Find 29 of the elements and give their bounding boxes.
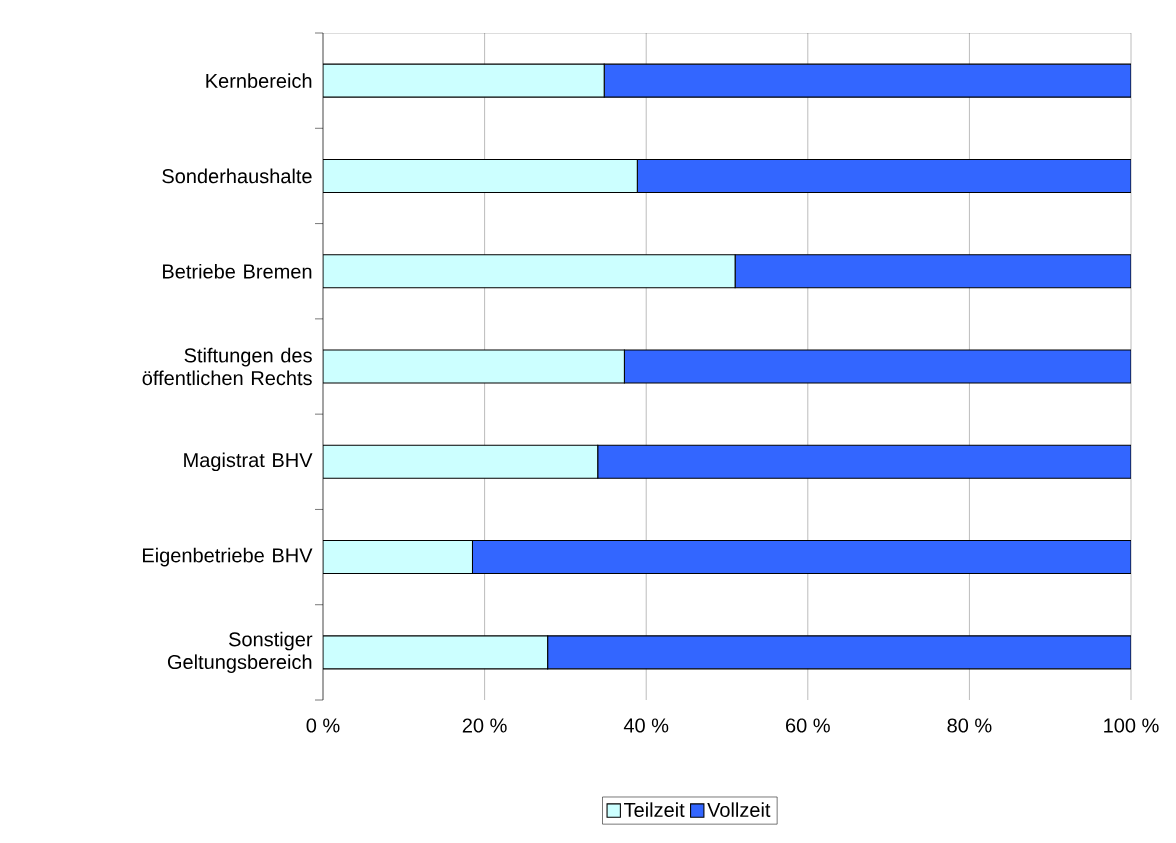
y-tick-label: Stiftungen des öffentlichen Rechts (142, 347, 312, 386)
x-tick-label: 0 % (306, 718, 340, 733)
bar (323, 158, 638, 193)
legend-label: Vollzeit (707, 802, 771, 818)
y-tick-label: Magistrat BHV (184, 452, 313, 472)
bar (323, 63, 605, 98)
x-tick-label: 80 % (947, 718, 992, 733)
x-tick-label: 60 % (786, 718, 830, 733)
bar (323, 540, 474, 575)
y-tick-label: Eigenbetriebe BHV (143, 547, 313, 567)
bar (636, 158, 1132, 193)
x-tick-label: 40 % (623, 718, 669, 733)
y-tick-label: Sonderhaushalte (162, 168, 312, 184)
bar (323, 349, 625, 384)
x-tick-label: 20 % (462, 718, 507, 733)
legend-label: Teilzeit (624, 802, 685, 818)
bar (547, 635, 1132, 670)
bar (471, 540, 1132, 575)
x-tick-label: 100 % (1104, 718, 1159, 733)
bar (597, 444, 1132, 479)
bar (623, 349, 1132, 384)
bar (323, 635, 549, 670)
y-tick-label: Betriebe Bremen (163, 263, 312, 279)
y-tick-label: Sonstiger Geltungsbereich (167, 631, 313, 674)
bar (323, 444, 599, 479)
bar (323, 254, 736, 289)
y-tick-label: Kernbereich (206, 73, 312, 88)
bar (734, 254, 1132, 289)
bar (603, 63, 1132, 98)
